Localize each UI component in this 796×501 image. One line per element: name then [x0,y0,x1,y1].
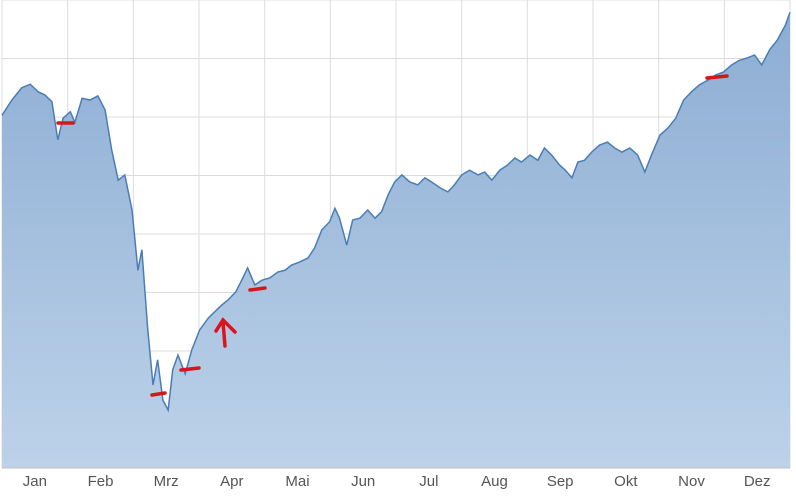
x-tick-label: Jan [23,473,47,490]
x-tick-label: Aug [481,473,508,490]
x-tick-label: Jul [419,473,438,490]
x-tick-label: Feb [88,473,114,490]
annotations [56,74,729,397]
red-dash [705,74,729,80]
x-tick-label: Jun [351,473,375,490]
plot [1,12,791,469]
red-arrow [214,317,237,348]
x-tick-label: Mrz [154,473,179,490]
x-tick-label: Nov [678,473,705,490]
red-dash [179,366,201,372]
line [1,12,791,413]
x-tick-label: Apr [220,473,243,490]
red-dash [150,391,167,397]
x-tick-label: Mai [285,473,309,490]
red-dash [248,286,267,292]
x-tick-label: Dez [744,473,771,490]
x-tick-label: Sep [547,473,574,490]
x-tick-label: Okt [614,473,638,490]
labels: Jan Feb Mrz Apr Mai Jun Jul Aug Sep Okt Nov Dez [23,473,771,490]
area [2,12,790,468]
